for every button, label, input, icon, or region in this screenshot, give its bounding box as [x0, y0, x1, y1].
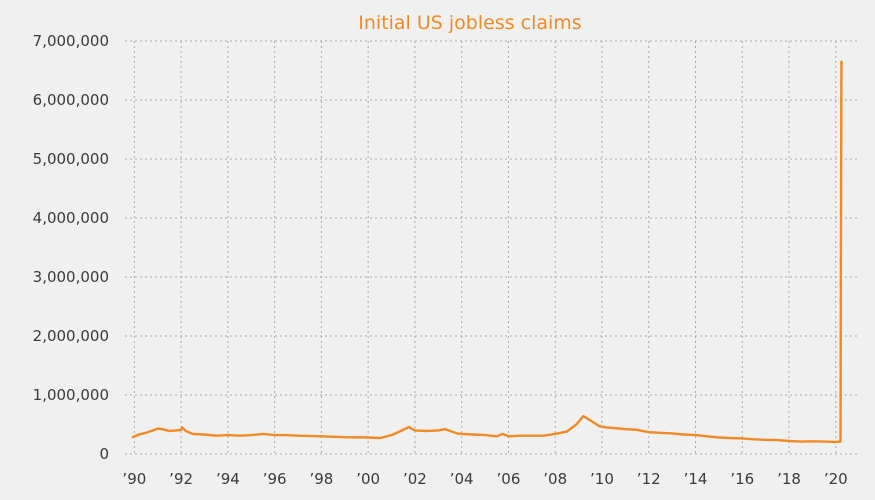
x-tick-label-3: ’96: [263, 470, 287, 488]
y-tick-label-6: 6,000,000: [33, 91, 109, 109]
y-tick-label-7: 7,000,000: [33, 32, 109, 50]
x-tick-label-6: ’02: [403, 470, 427, 488]
x-axis-tick-labels: ’90 ’92 ’94 ’96 ’98 ’00 ’02 ’04 ’06 ’08 ’10 ’12 ’14 ’…: [122, 470, 847, 488]
x-tick-label-7: ’04: [450, 470, 474, 488]
x-tick-label-15: ’20: [824, 470, 848, 488]
y-tick-label-2: 2,000,000: [33, 327, 109, 345]
x-tick-label-14: ’18: [777, 470, 801, 488]
grid-lines: [125, 40, 858, 455]
y-tick-label-5: 5,000,000: [33, 150, 109, 168]
x-tick-label-5: ’00: [356, 470, 380, 488]
y-axis-tick-labels: 0 1,000,000 2,000,000 3,000,000 4,000,000 5,0…: [33, 32, 109, 463]
x-tick-label-10: ’10: [590, 470, 614, 488]
x-tick-label-11: ’12: [637, 470, 661, 488]
x-tick-label-13: ’16: [730, 470, 754, 488]
jobless-claims-series-line: [131, 60, 844, 444]
x-tick-label-1: ’92: [169, 470, 193, 488]
x-tick-label-9: ’08: [543, 470, 567, 488]
x-tick-label-0: ’90: [122, 470, 146, 488]
y-tick-label-4: 4,000,000: [33, 209, 109, 227]
y-tick-label-0: 0: [99, 445, 109, 463]
chart-title: Initial US jobless claims: [358, 12, 581, 34]
x-tick-label-12: ’14: [684, 470, 708, 488]
y-tick-label-3: 3,000,000: [33, 268, 109, 286]
x-tick-label-4: ’98: [309, 470, 333, 488]
x-tick-label-8: ’06: [497, 470, 521, 488]
x-tick-label-2: ’94: [216, 470, 240, 488]
y-tick-label-1: 1,000,000: [33, 386, 109, 404]
